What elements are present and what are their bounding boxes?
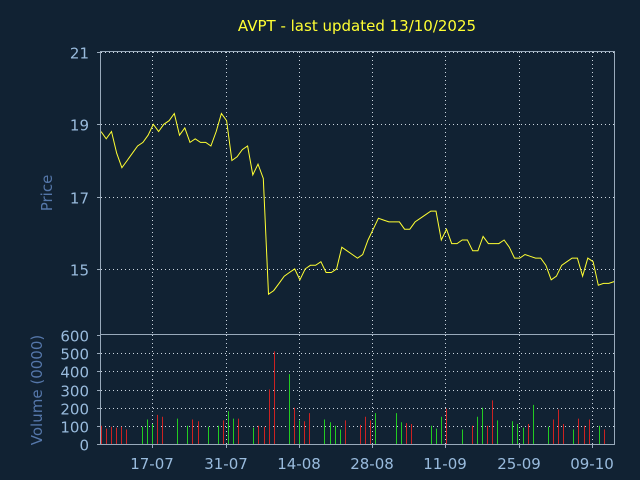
x-axis-ticks: 17-07 31-07 14-08 28-08 11-09 25-09 09-10 xyxy=(130,444,614,473)
volume-grid xyxy=(101,335,614,444)
price-tick-label: 17 xyxy=(70,190,89,208)
x-tick-label: 25-09 xyxy=(497,455,541,473)
price-tick-label: 19 xyxy=(70,117,89,135)
volume-tick-label: 500 xyxy=(60,346,89,364)
volume-tick-label: 300 xyxy=(60,383,89,401)
x-tick-label: 28-08 xyxy=(350,455,394,473)
volume-panel-frame xyxy=(100,334,615,445)
volume-axis-label: Volume (0000) xyxy=(28,335,46,445)
price-yticks: 15 17 19 21 xyxy=(70,45,101,280)
price-line xyxy=(100,112,615,296)
chart-title: AVPT - last updated 13/10/2025 xyxy=(238,17,476,35)
x-tick-label: 31-07 xyxy=(204,455,248,473)
volume-bars xyxy=(101,351,615,444)
x-tick-label: 14-08 xyxy=(277,455,321,473)
volume-tick-label: 100 xyxy=(60,419,89,437)
volume-tick-label: 200 xyxy=(60,401,89,419)
volume-tick-label: 600 xyxy=(60,328,89,346)
price-axis-label: Price xyxy=(38,175,56,212)
volume-tick-label: 0 xyxy=(79,437,89,455)
price-tick-label: 21 xyxy=(70,45,89,63)
x-tick-label: 17-07 xyxy=(130,455,174,473)
price-panel-frame xyxy=(100,51,615,335)
price-tick-label: 15 xyxy=(70,262,89,280)
volume-tick-label: 400 xyxy=(60,364,89,382)
price-grid xyxy=(101,52,614,334)
x-tick-label: 11-09 xyxy=(423,455,467,473)
price-panel: 15 17 19 21 Price xyxy=(38,45,615,335)
x-tick-label: 09-10 xyxy=(570,455,614,473)
